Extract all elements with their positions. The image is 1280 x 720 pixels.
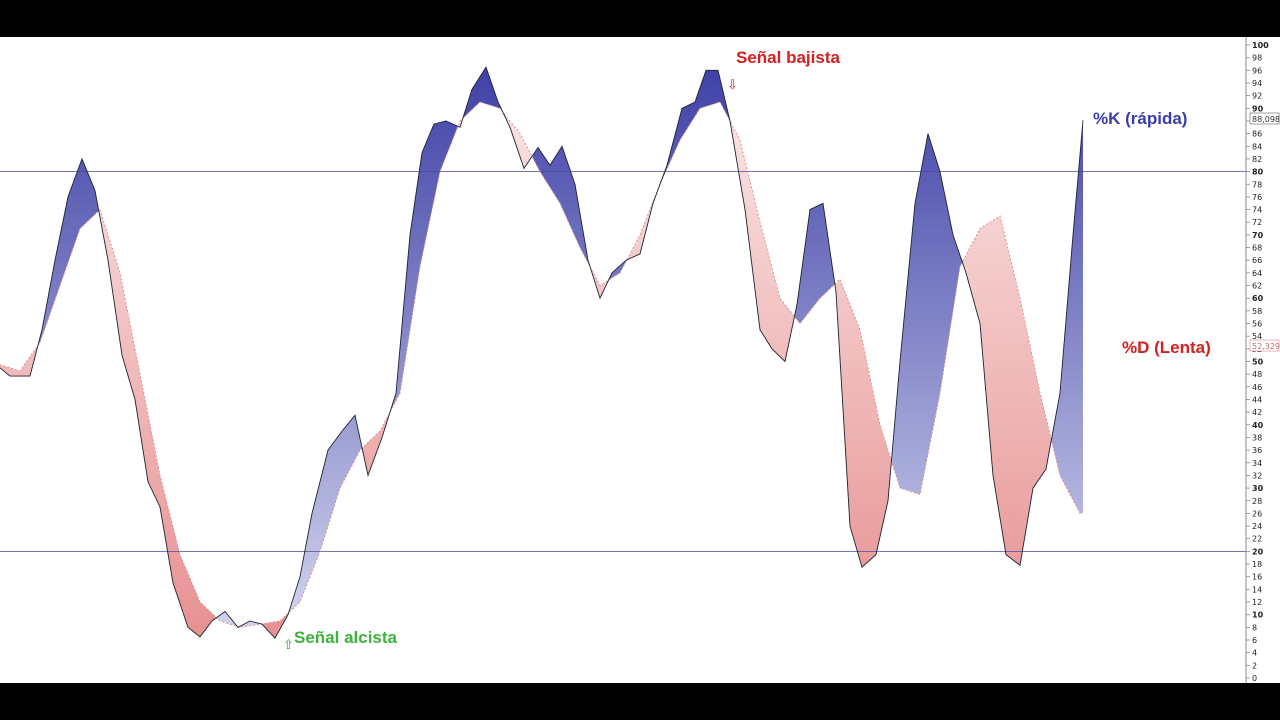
y-tick-label-90: 90 bbox=[1252, 104, 1264, 113]
y-tick-label-68: 68 bbox=[1252, 244, 1262, 253]
y-tick-label-28: 28 bbox=[1252, 497, 1262, 506]
y-tick-label-92: 92 bbox=[1252, 92, 1262, 101]
y-tick-label-48: 48 bbox=[1252, 370, 1262, 379]
y-tick-label-74: 74 bbox=[1252, 206, 1262, 215]
k-series-label: %K (rápida) bbox=[1093, 109, 1187, 128]
y-tick-label-18: 18 bbox=[1252, 560, 1262, 569]
crossover-band-9 bbox=[390, 121, 458, 413]
y-tick-label-40: 40 bbox=[1252, 421, 1264, 430]
d-slow-line bbox=[0, 101, 1081, 628]
y-tick-label-14: 14 bbox=[1252, 585, 1262, 594]
crossover-band-19 bbox=[795, 203, 835, 324]
crossover-band-10 bbox=[458, 117, 463, 128]
last-value-readouts: 88,098 52,329 bbox=[1249, 112, 1280, 352]
y-tick-label-4: 4 bbox=[1252, 649, 1257, 658]
y-tick-label-96: 96 bbox=[1252, 66, 1262, 75]
y-tick-label-54: 54 bbox=[1252, 332, 1262, 341]
crossover-band-14 bbox=[591, 268, 609, 299]
crossover-band-12 bbox=[503, 112, 533, 169]
y-tick-label-100: 100 bbox=[1252, 41, 1269, 50]
crossover-band-0 bbox=[0, 345, 38, 377]
d-series-label: %D (Lenta) bbox=[1122, 338, 1211, 357]
bullish-arrow-icon: ⇧ bbox=[283, 638, 294, 653]
series-lines bbox=[0, 66, 1084, 639]
y-tick-label-8: 8 bbox=[1252, 623, 1257, 632]
y-tick-label-2: 2 bbox=[1252, 661, 1257, 670]
y-tick-label-34: 34 bbox=[1252, 459, 1262, 468]
bearish-signal-label: Señal bajista bbox=[736, 48, 840, 67]
crossover-band-7 bbox=[289, 415, 363, 613]
crossover-band-20 bbox=[835, 279, 892, 568]
y-tick-label-70: 70 bbox=[1252, 231, 1264, 240]
k-last-value: 88,098 bbox=[1252, 115, 1280, 124]
y-tick-label-22: 22 bbox=[1252, 535, 1262, 544]
y-tick-label-56: 56 bbox=[1252, 320, 1262, 329]
reference-lines bbox=[0, 171, 1246, 552]
bearish-arrow-icon: ⇩ bbox=[727, 78, 738, 93]
crossover-band-18 bbox=[731, 122, 795, 362]
y-tick-label-50: 50 bbox=[1252, 358, 1264, 367]
crossover-band-3 bbox=[217, 611, 238, 628]
y-tick-label-84: 84 bbox=[1252, 142, 1262, 151]
y-tick-label-82: 82 bbox=[1252, 155, 1262, 164]
y-tick-label-36: 36 bbox=[1252, 446, 1262, 455]
crossover-band-6 bbox=[262, 611, 289, 639]
crossover-band-1 bbox=[38, 158, 99, 346]
y-tick-label-26: 26 bbox=[1252, 509, 1262, 518]
k-fast-line bbox=[0, 66, 1084, 639]
y-tick-label-38: 38 bbox=[1252, 433, 1262, 442]
y-tick-label-86: 86 bbox=[1252, 130, 1262, 139]
y-tick-label-58: 58 bbox=[1252, 307, 1262, 316]
crossover-band-15 bbox=[609, 259, 627, 280]
y-tick-label-72: 72 bbox=[1252, 218, 1262, 227]
crossover-band-17 bbox=[660, 70, 731, 185]
y-tick-label-78: 78 bbox=[1252, 180, 1262, 189]
crossover-band-8 bbox=[363, 412, 390, 476]
d-last-value-box bbox=[1249, 339, 1280, 352]
top-letterbox-bar bbox=[0, 0, 1280, 37]
y-tick-label-32: 32 bbox=[1252, 471, 1262, 480]
y-tick-label-76: 76 bbox=[1252, 193, 1262, 202]
y-tick-label-24: 24 bbox=[1252, 522, 1262, 531]
crossover-band-5 bbox=[239, 621, 262, 628]
y-tick-label-80: 80 bbox=[1252, 168, 1264, 177]
y-tick-label-42: 42 bbox=[1252, 408, 1262, 417]
crossover-band-23 bbox=[1052, 120, 1083, 514]
y-tick-label-94: 94 bbox=[1252, 79, 1262, 88]
y-tick-label-16: 16 bbox=[1252, 573, 1262, 582]
crossover-band-11 bbox=[463, 67, 503, 119]
y-tick-label-98: 98 bbox=[1252, 54, 1262, 63]
y-tick-label-6: 6 bbox=[1252, 636, 1257, 645]
y-tick-label-46: 46 bbox=[1252, 383, 1262, 392]
y-tick-label-10: 10 bbox=[1252, 611, 1264, 620]
y-tick-label-60: 60 bbox=[1252, 294, 1264, 303]
y-tick-label-62: 62 bbox=[1252, 282, 1262, 291]
y-tick-label-66: 66 bbox=[1252, 256, 1262, 265]
bottom-letterbox-bar bbox=[0, 683, 1280, 720]
y-tick-label-12: 12 bbox=[1252, 598, 1262, 607]
crossover-band-22 bbox=[963, 215, 1052, 566]
crossover-band-21 bbox=[892, 133, 963, 495]
y-tick-label-20: 20 bbox=[1252, 547, 1264, 556]
y-tick-label-30: 30 bbox=[1252, 484, 1264, 493]
k-last-value-box bbox=[1249, 112, 1280, 125]
crossover-band-2 bbox=[99, 209, 217, 637]
d-last-value: 52,329 bbox=[1252, 342, 1280, 351]
y-tick-label-64: 64 bbox=[1252, 269, 1262, 278]
y-tick-label-0: 0 bbox=[1252, 674, 1257, 683]
y-tick-label-44: 44 bbox=[1252, 395, 1262, 404]
bullish-signal-label: Señal alcista bbox=[294, 628, 398, 647]
